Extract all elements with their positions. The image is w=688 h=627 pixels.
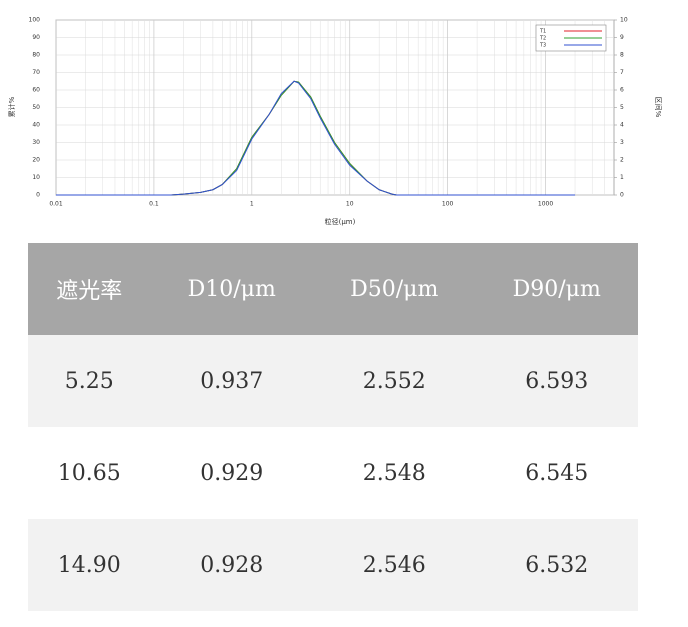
- y2-tick-label: 3: [620, 139, 624, 146]
- table-cell: 6.532: [475, 519, 638, 611]
- table-cell: 5.25: [28, 335, 151, 427]
- y-tick-label: 50: [32, 104, 40, 111]
- y2-tick-label: 7: [620, 69, 624, 76]
- y2-tick-label: 5: [620, 104, 624, 111]
- x-axis-label: 粒径(μm): [325, 217, 356, 226]
- y2-tick-label: 6: [620, 87, 624, 94]
- table-cell: 2.552: [312, 335, 476, 427]
- legend-label: T1: [539, 29, 546, 35]
- x-tick-label: 10: [346, 201, 354, 208]
- table-cell: 14.90: [28, 519, 151, 611]
- table-row: 14.90 0.928 2.546 6.532: [28, 519, 638, 611]
- y2-axis-label: 区间%: [654, 97, 662, 118]
- y-axis-label: 累计%: [7, 96, 16, 117]
- y-tick-label: 100: [29, 17, 41, 24]
- table-row: 10.65 0.929 2.548 6.545: [28, 427, 638, 519]
- x-tick-label: 1000: [538, 201, 553, 208]
- y-tick-label: 10: [32, 174, 40, 181]
- y-tick-label: 90: [32, 34, 40, 41]
- legend-label: T3: [539, 43, 546, 49]
- table-cell: 0.928: [150, 519, 313, 611]
- y2-tick-label: 1: [620, 174, 624, 181]
- y-tick-label: 80: [32, 52, 40, 59]
- header-row: 遮光率 D10/μm D50/μm D90/μm: [28, 243, 638, 335]
- x-tick-label: 100: [442, 201, 454, 208]
- y2-tick-label: 0: [620, 192, 624, 199]
- x-tick-label: 1: [250, 201, 254, 208]
- header-cell: 遮光率: [28, 243, 151, 335]
- series-line: [56, 80, 576, 196]
- y-tick-label: 20: [32, 157, 40, 164]
- header-cell: D50/μm: [312, 243, 476, 335]
- table-cell: 2.548: [362, 460, 426, 486]
- y2-tick-label: 4: [620, 122, 624, 129]
- result-table: 遮光率 D10/μm D50/μm D90/μm 5.25 0.937 2.552 6…: [28, 243, 638, 611]
- table-cell: 6.593: [475, 335, 638, 427]
- y2-tick-label: 10: [620, 17, 628, 24]
- table-row: 5.25 0.937 2.552 6.593: [28, 335, 638, 427]
- table-body: 5.25 0.937 2.552 6.593 10.65 0.929 2.548 6.545 1…: [28, 335, 638, 611]
- y-tick-label: 0: [36, 192, 40, 199]
- table-cell: 2.546: [312, 519, 476, 611]
- table-cell: 0.929: [200, 460, 264, 486]
- header-cell: D90/μm: [475, 243, 638, 335]
- x-tick-label: 0.01: [49, 201, 63, 208]
- legend-label: T2: [539, 36, 546, 42]
- y2-tick-label: 2: [620, 157, 624, 164]
- y-tick-label: 60: [32, 87, 40, 94]
- x-tick-label: 0.1: [149, 201, 159, 208]
- y-tick-label: 30: [32, 139, 40, 146]
- y-tick-label: 40: [32, 122, 40, 129]
- chart: 粒径(μm) 累计% 区间% 0102030405060708090100012…: [7, 17, 662, 227]
- table-cell: 6.545: [525, 460, 589, 486]
- header-cell: D10/μm: [150, 243, 313, 335]
- y-tick-label: 70: [32, 69, 40, 76]
- y2-tick-label: 9: [620, 34, 624, 41]
- table-cell: 10.65: [57, 460, 121, 486]
- y2-tick-label: 8: [620, 52, 624, 59]
- table-cell: 0.937: [150, 335, 313, 427]
